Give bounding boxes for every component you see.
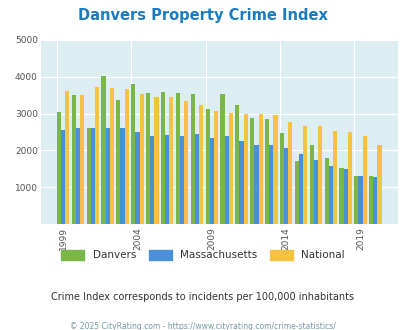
Bar bbox=[209, 138, 213, 224]
Bar bbox=[279, 133, 283, 224]
Bar bbox=[317, 126, 321, 224]
Bar bbox=[332, 131, 336, 224]
Bar bbox=[105, 128, 109, 224]
Bar bbox=[65, 91, 69, 224]
Bar bbox=[347, 132, 351, 224]
Text: Danvers Property Crime Index: Danvers Property Crime Index bbox=[78, 8, 327, 23]
Bar bbox=[339, 168, 343, 224]
Bar bbox=[377, 145, 381, 224]
Bar bbox=[169, 96, 173, 224]
Bar bbox=[309, 145, 313, 224]
Bar bbox=[101, 76, 105, 224]
Bar bbox=[80, 95, 84, 224]
Legend: Danvers, Massachusetts, National: Danvers, Massachusetts, National bbox=[61, 250, 344, 260]
Bar bbox=[213, 111, 217, 224]
Bar bbox=[61, 130, 65, 224]
Bar bbox=[239, 141, 243, 224]
Bar bbox=[372, 178, 377, 224]
Bar bbox=[288, 122, 292, 224]
Bar bbox=[254, 145, 258, 224]
Bar bbox=[165, 135, 169, 224]
Bar bbox=[220, 94, 224, 224]
Text: © 2025 CityRating.com - https://www.cityrating.com/crime-statistics/: © 2025 CityRating.com - https://www.city… bbox=[70, 322, 335, 330]
Bar bbox=[303, 126, 307, 224]
Text: Crime Index corresponds to incidents per 100,000 inhabitants: Crime Index corresponds to incidents per… bbox=[51, 292, 354, 302]
Bar bbox=[95, 87, 99, 224]
Bar bbox=[235, 105, 239, 224]
Bar bbox=[120, 128, 124, 224]
Bar bbox=[160, 92, 165, 224]
Bar bbox=[91, 128, 95, 224]
Bar bbox=[264, 119, 269, 224]
Bar bbox=[175, 93, 179, 224]
Bar bbox=[224, 136, 228, 224]
Bar bbox=[116, 100, 120, 224]
Bar bbox=[139, 94, 143, 224]
Bar bbox=[150, 136, 154, 224]
Bar bbox=[228, 113, 232, 224]
Bar bbox=[198, 105, 202, 224]
Bar bbox=[135, 132, 139, 224]
Bar bbox=[131, 84, 135, 224]
Bar bbox=[294, 161, 298, 224]
Bar bbox=[109, 88, 114, 224]
Bar bbox=[354, 176, 358, 224]
Bar bbox=[368, 176, 372, 224]
Bar bbox=[190, 94, 194, 224]
Bar bbox=[343, 169, 347, 224]
Bar bbox=[154, 96, 158, 224]
Bar bbox=[76, 128, 80, 224]
Bar bbox=[146, 93, 150, 224]
Bar bbox=[249, 118, 254, 224]
Bar bbox=[205, 109, 209, 224]
Bar bbox=[284, 148, 288, 224]
Bar bbox=[72, 95, 76, 224]
Bar bbox=[358, 176, 362, 224]
Bar bbox=[258, 114, 262, 224]
Bar bbox=[328, 166, 332, 224]
Bar bbox=[86, 128, 91, 224]
Bar bbox=[57, 113, 61, 224]
Bar bbox=[324, 157, 328, 224]
Bar bbox=[179, 136, 184, 224]
Bar bbox=[362, 136, 366, 224]
Bar bbox=[184, 101, 188, 224]
Bar bbox=[124, 89, 128, 224]
Bar bbox=[194, 134, 198, 224]
Bar bbox=[243, 114, 247, 224]
Bar bbox=[269, 145, 273, 224]
Bar bbox=[298, 154, 303, 224]
Bar bbox=[313, 160, 317, 224]
Bar bbox=[273, 115, 277, 224]
